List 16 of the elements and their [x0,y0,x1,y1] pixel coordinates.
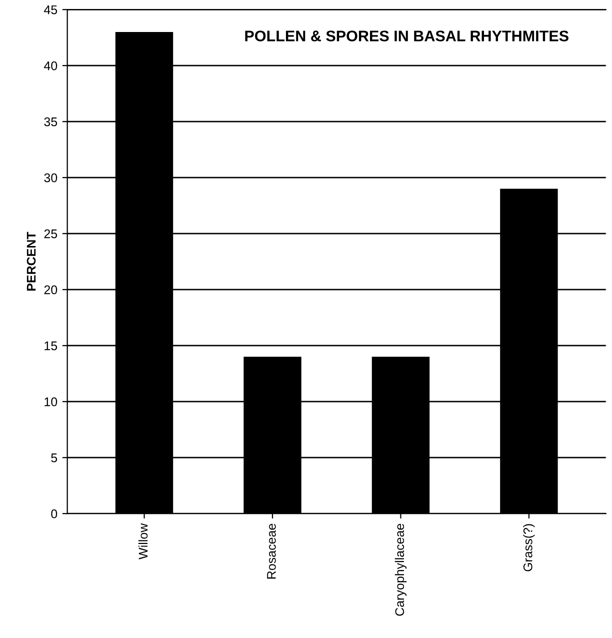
x-tick-label: Grass(?) [523,524,535,572]
text: POLLEN & SPORES IN BASAL RHYTHMITES [245,30,568,42]
y-tick-label: 45 [44,6,58,14]
y-tick-label: 5 [51,454,58,462]
x-tick-label: Caryophyllaceae [394,524,407,616]
y-tick-label: 35 [44,117,58,126]
y-tick-label: 20 [44,285,58,294]
y-tick-label: 30 [44,173,58,182]
y-tick-label: 10 [44,397,58,406]
x-tick-label: Rosaceae [267,524,276,579]
y-tick-label: 0 [51,509,58,518]
y-tick-label: 15 [44,342,58,350]
y-tick-label: 25 [44,229,58,238]
y-axis-title: PERCENT [26,232,36,291]
y-tick-label: 40 [44,61,58,70]
x-tick-label: Willow [138,523,148,560]
